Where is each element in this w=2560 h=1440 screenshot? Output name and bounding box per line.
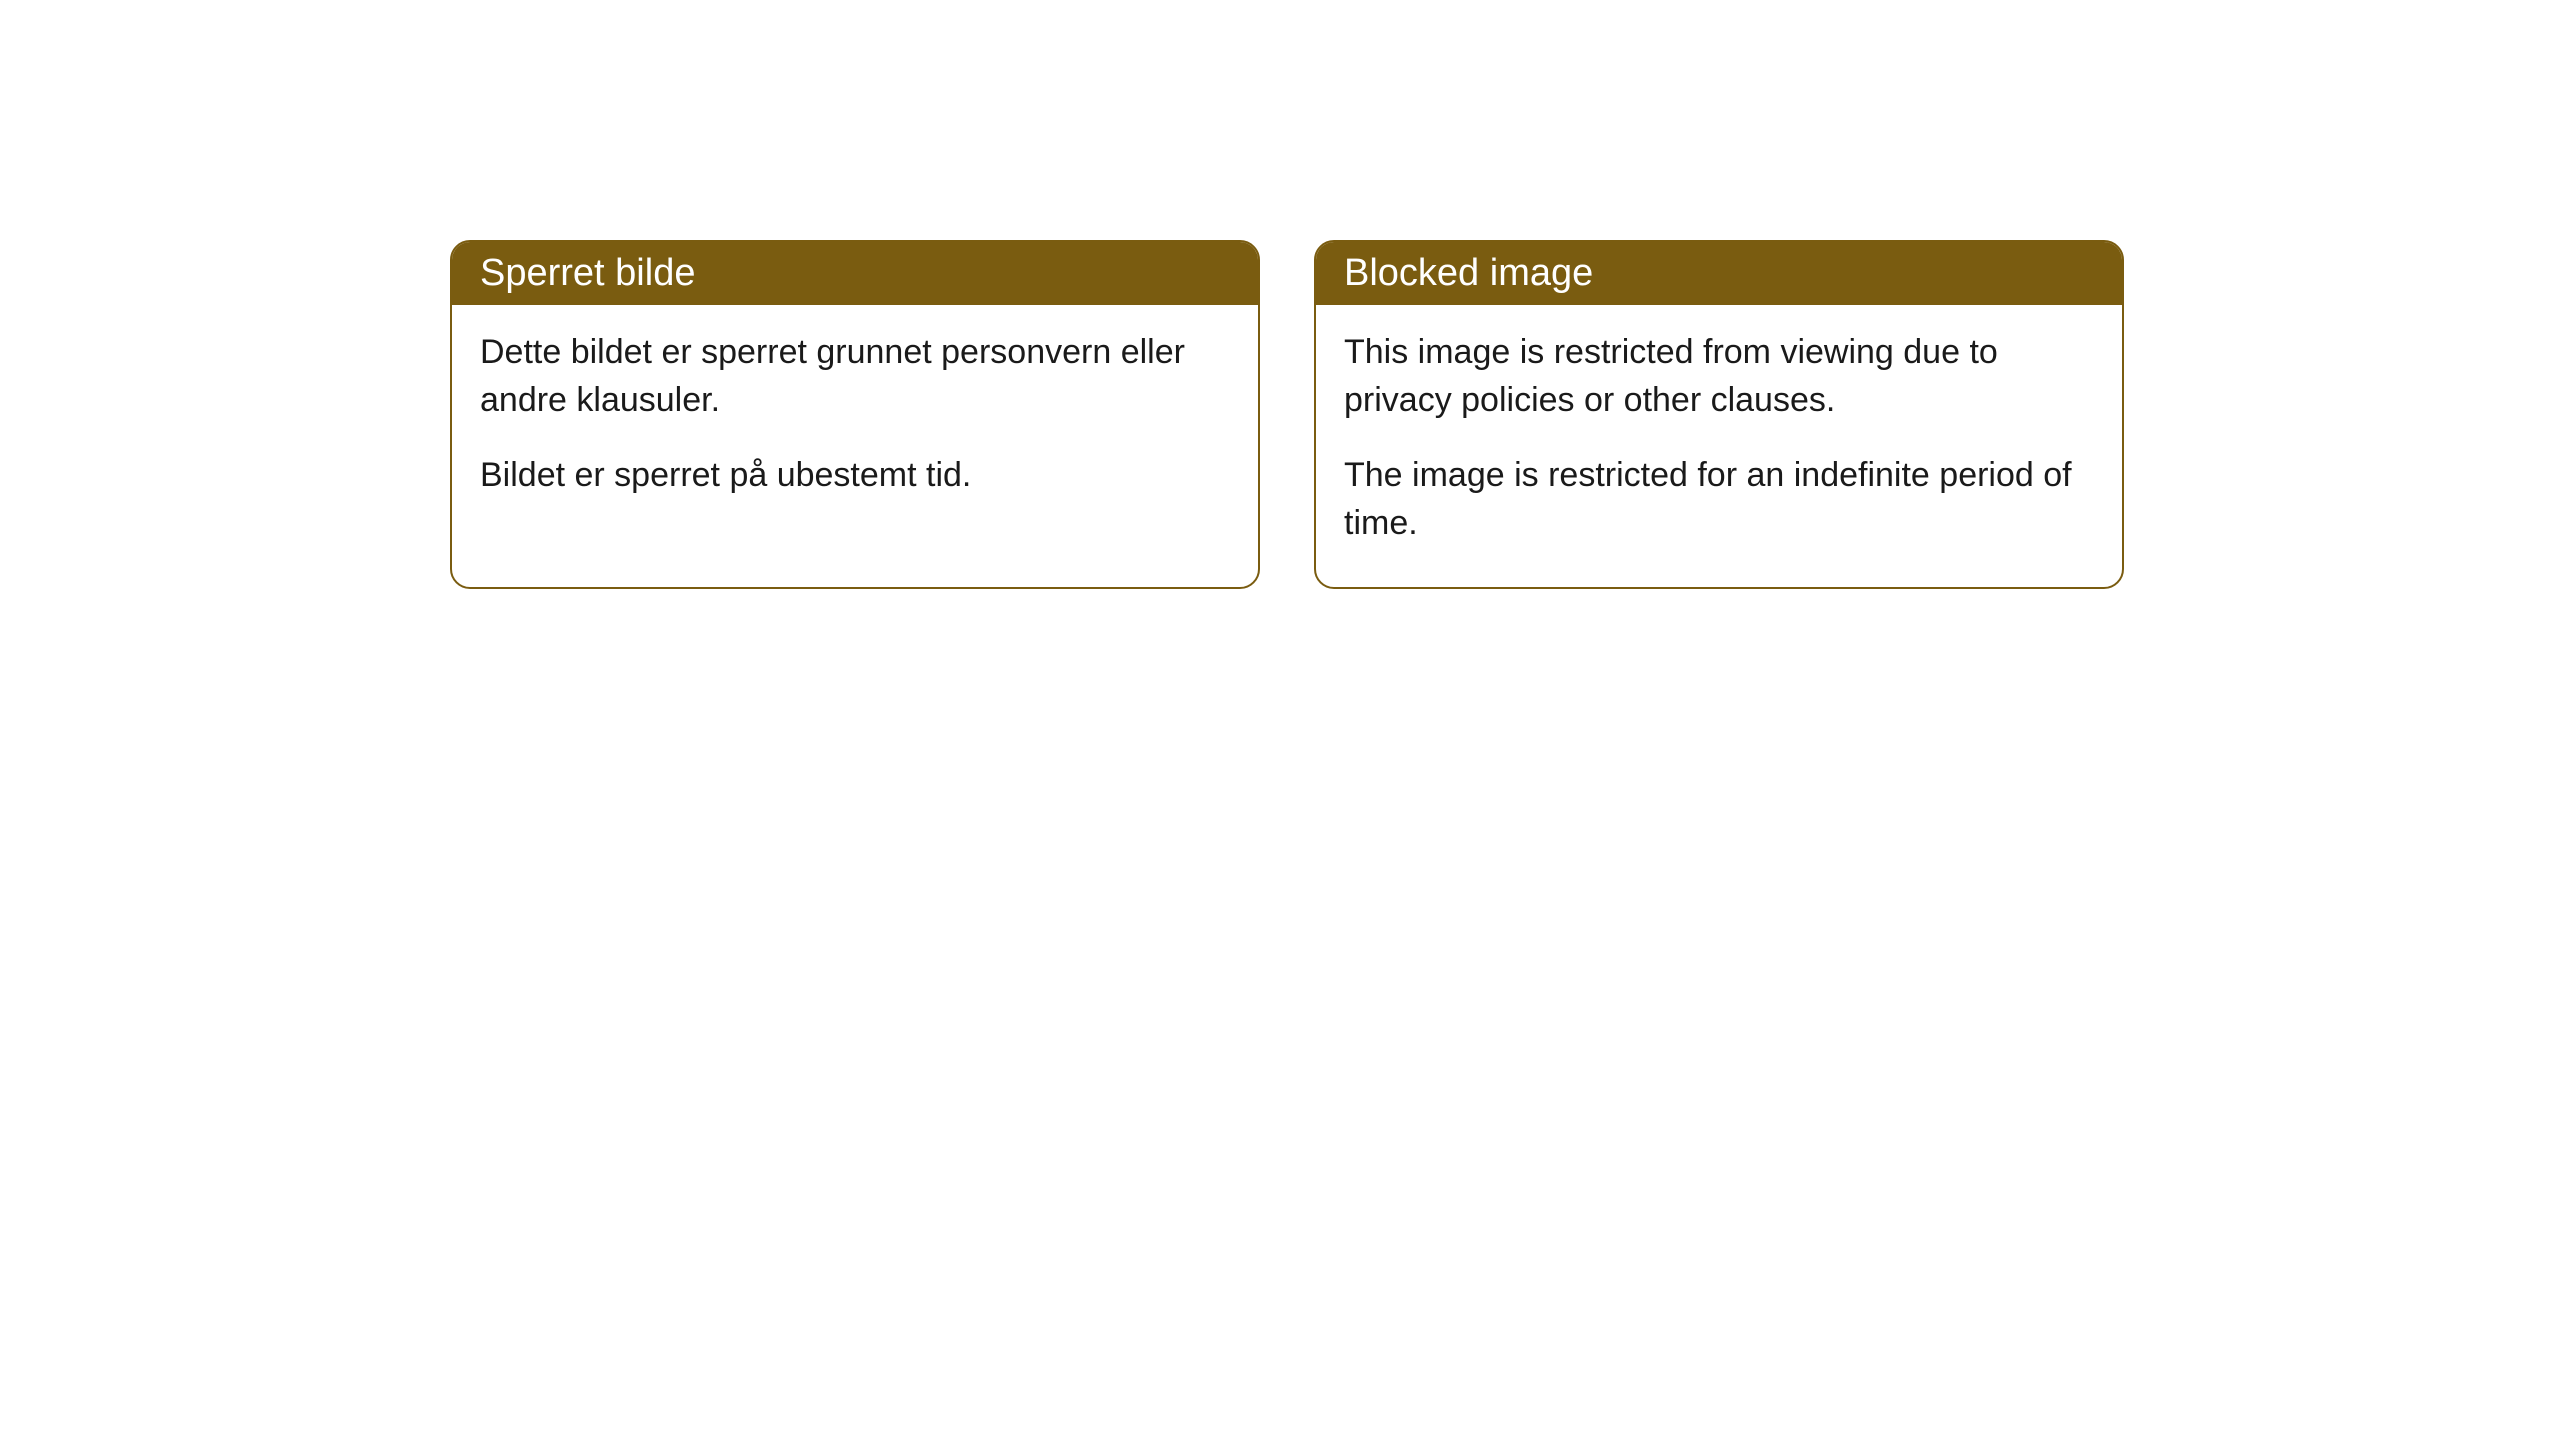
card-header: Blocked image <box>1316 242 2122 305</box>
card-body: Dette bildet er sperret grunnet personve… <box>452 305 1258 540</box>
card-title: Sperret bilde <box>480 252 695 294</box>
card-paragraph: This image is restricted from viewing du… <box>1344 329 2094 424</box>
notice-card-norwegian: Sperret bilde Dette bildet er sperret gr… <box>450 240 1260 589</box>
notice-container: Sperret bilde Dette bildet er sperret gr… <box>0 0 2560 589</box>
card-body: This image is restricted from viewing du… <box>1316 305 2122 587</box>
card-title: Blocked image <box>1344 252 1593 294</box>
card-paragraph: Dette bildet er sperret grunnet personve… <box>480 329 1230 424</box>
card-paragraph: Bildet er sperret på ubestemt tid. <box>480 452 1230 500</box>
card-header: Sperret bilde <box>452 242 1258 305</box>
notice-card-english: Blocked image This image is restricted f… <box>1314 240 2124 589</box>
card-paragraph: The image is restricted for an indefinit… <box>1344 452 2094 547</box>
